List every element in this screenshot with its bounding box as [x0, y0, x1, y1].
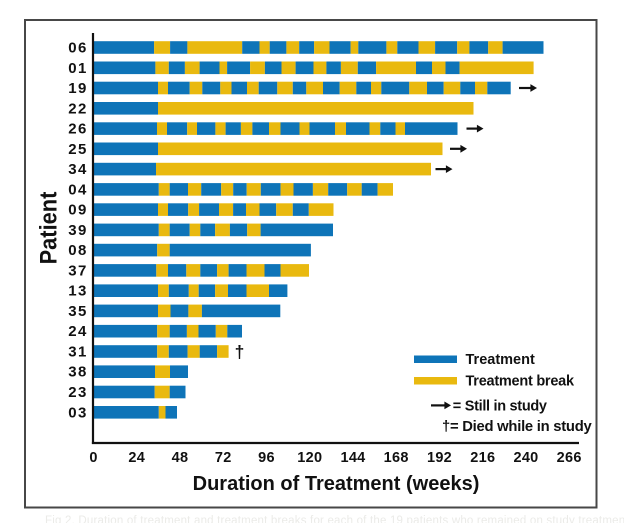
svg-text:25: 25: [68, 141, 87, 158]
svg-text:38: 38: [68, 364, 87, 381]
svg-text:72: 72: [215, 450, 232, 466]
svg-text:34: 34: [68, 161, 87, 178]
svg-text:31: 31: [68, 344, 87, 361]
svg-text:192: 192: [427, 450, 452, 466]
svg-text:13: 13: [68, 283, 87, 300]
svg-text:39: 39: [68, 222, 87, 239]
svg-text:24: 24: [128, 450, 145, 466]
svg-text:09: 09: [68, 202, 87, 219]
svg-text:†: †: [235, 342, 245, 362]
svg-text:266: 266: [557, 450, 582, 466]
svg-text:48: 48: [172, 450, 189, 466]
svg-text:240: 240: [513, 450, 538, 466]
svg-text:Duration of Treatment (weeks): Duration of Treatment (weeks): [193, 473, 480, 495]
svg-text:Fig 2. Duration of treatment a: Fig 2. Duration of treatment and treatme…: [45, 515, 624, 523]
svg-text:04: 04: [68, 181, 87, 198]
svg-text:Treatment: Treatment: [466, 352, 535, 368]
svg-text:26: 26: [68, 121, 87, 138]
svg-text:144: 144: [340, 450, 365, 466]
svg-text:24: 24: [68, 323, 87, 340]
svg-text:06: 06: [68, 40, 87, 57]
svg-text:22: 22: [68, 100, 87, 117]
svg-text:96: 96: [258, 450, 275, 466]
svg-text:23: 23: [68, 384, 87, 401]
svg-text:216: 216: [470, 450, 495, 466]
svg-text:37: 37: [68, 262, 87, 279]
svg-text:35: 35: [68, 303, 87, 320]
svg-text:01: 01: [68, 60, 87, 77]
svg-text:Patient: Patient: [35, 191, 62, 264]
svg-text:19: 19: [68, 80, 87, 97]
svg-text:03: 03: [68, 404, 87, 421]
svg-text:168: 168: [384, 450, 409, 466]
svg-text:0: 0: [89, 450, 97, 466]
svg-text:120: 120: [297, 450, 322, 466]
svg-text:08: 08: [68, 242, 87, 259]
svg-text:†= Died while in study: †= Died while in study: [442, 419, 593, 435]
svg-text:Treatment break: Treatment break: [466, 374, 575, 390]
svg-text:= Still in study: = Still in study: [453, 399, 547, 415]
